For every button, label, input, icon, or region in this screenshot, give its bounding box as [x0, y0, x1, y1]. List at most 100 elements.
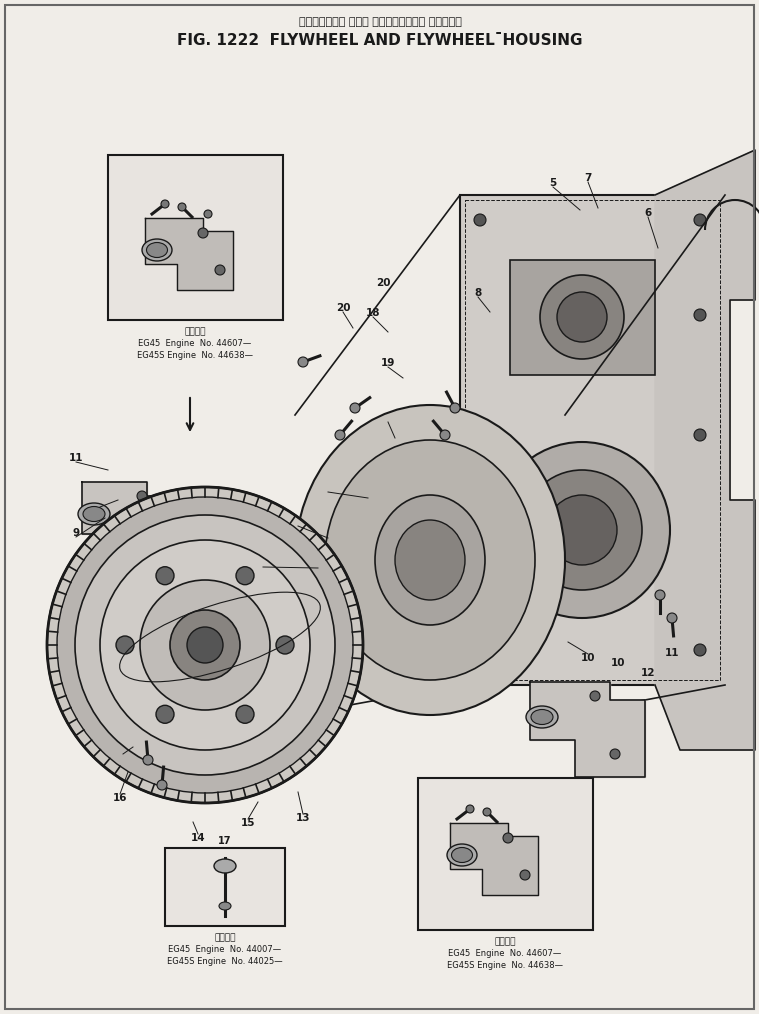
Polygon shape	[530, 682, 645, 777]
Text: EG45  Engine  No. 44607—: EG45 Engine No. 44607—	[449, 949, 562, 958]
Circle shape	[494, 442, 670, 618]
Ellipse shape	[78, 503, 110, 525]
Text: EG45S Engine  No. 44638—: EG45S Engine No. 44638—	[447, 960, 563, 969]
Circle shape	[474, 214, 486, 226]
Circle shape	[100, 540, 310, 750]
Circle shape	[204, 210, 212, 218]
Bar	[465, 200, 720, 680]
Circle shape	[522, 470, 642, 590]
Ellipse shape	[219, 902, 231, 910]
Circle shape	[694, 214, 706, 226]
Text: 7: 7	[584, 173, 592, 183]
Circle shape	[57, 497, 353, 793]
Polygon shape	[450, 823, 538, 895]
Ellipse shape	[395, 520, 465, 600]
Text: 20: 20	[376, 278, 390, 288]
Text: 17: 17	[219, 836, 231, 846]
Text: 適用年式: 適用年式	[184, 328, 206, 337]
Circle shape	[440, 430, 450, 440]
Ellipse shape	[146, 242, 168, 258]
Circle shape	[547, 495, 617, 565]
Text: 12: 12	[93, 498, 107, 508]
Ellipse shape	[295, 405, 565, 715]
Text: 8: 8	[474, 288, 482, 298]
Text: 12: 12	[189, 169, 203, 179]
Circle shape	[540, 275, 624, 359]
Circle shape	[156, 567, 174, 585]
Ellipse shape	[526, 706, 558, 728]
Circle shape	[236, 706, 254, 723]
Circle shape	[655, 590, 665, 600]
Circle shape	[161, 200, 169, 208]
Ellipse shape	[452, 848, 473, 863]
Text: 6: 6	[644, 208, 652, 218]
Circle shape	[694, 644, 706, 656]
Text: 17: 17	[115, 753, 131, 763]
Text: 11: 11	[665, 648, 679, 658]
Text: 4: 4	[294, 517, 301, 527]
Circle shape	[474, 644, 486, 656]
Circle shape	[667, 613, 677, 623]
Circle shape	[350, 403, 360, 413]
Circle shape	[483, 808, 491, 816]
Circle shape	[503, 832, 513, 843]
Circle shape	[298, 357, 308, 367]
Circle shape	[155, 532, 165, 542]
Circle shape	[140, 580, 270, 710]
Circle shape	[557, 292, 607, 342]
Ellipse shape	[375, 495, 485, 625]
Circle shape	[466, 805, 474, 813]
Ellipse shape	[531, 710, 553, 724]
Polygon shape	[145, 218, 233, 290]
Text: 12: 12	[483, 793, 496, 803]
Bar	[510, 260, 655, 375]
Text: EG45  Engine  No. 44607—: EG45 Engine No. 44607—	[138, 340, 252, 349]
Text: 18: 18	[366, 308, 380, 318]
Text: EG45S Engine  No. 44025—: EG45S Engine No. 44025—	[167, 956, 283, 965]
Text: 11: 11	[165, 163, 179, 173]
Text: 10: 10	[458, 787, 472, 797]
Text: 適用年式: 適用年式	[494, 938, 516, 946]
Text: FIG. 1222  FLYWHEEL AND FLYWHEEL¯HOUSING: FIG. 1222 FLYWHEEL AND FLYWHEEL¯HOUSING	[178, 32, 583, 48]
Circle shape	[590, 691, 600, 701]
Ellipse shape	[83, 507, 105, 521]
Circle shape	[520, 870, 530, 880]
Ellipse shape	[142, 239, 172, 261]
Bar	[418, 778, 593, 930]
Text: 3: 3	[260, 558, 266, 568]
Text: 9: 9	[72, 528, 80, 538]
Ellipse shape	[325, 440, 535, 680]
Polygon shape	[82, 482, 177, 564]
Circle shape	[236, 567, 254, 585]
Polygon shape	[655, 150, 755, 750]
Circle shape	[170, 610, 240, 680]
Text: 9: 9	[230, 167, 236, 177]
Circle shape	[335, 430, 345, 440]
Text: 15: 15	[241, 818, 255, 828]
Circle shape	[156, 706, 174, 723]
Circle shape	[47, 487, 363, 803]
Text: 16: 16	[113, 793, 128, 803]
Bar	[165, 848, 285, 926]
Circle shape	[75, 515, 335, 775]
Bar	[460, 195, 725, 685]
Circle shape	[450, 403, 460, 413]
Ellipse shape	[214, 859, 236, 873]
Circle shape	[198, 228, 208, 238]
Text: 19: 19	[381, 358, 395, 368]
Circle shape	[157, 780, 167, 790]
Text: 14: 14	[191, 832, 206, 843]
Bar	[108, 155, 283, 320]
Text: フライホイール および フライホイール゚ ハウジング: フライホイール および フライホイール゚ ハウジング	[298, 17, 461, 27]
Text: EG45S Engine  No. 44638—: EG45S Engine No. 44638—	[137, 351, 253, 360]
Circle shape	[178, 203, 186, 211]
Circle shape	[116, 636, 134, 654]
Text: 1: 1	[384, 413, 392, 423]
Ellipse shape	[447, 844, 477, 866]
Circle shape	[276, 636, 294, 654]
Text: 2: 2	[324, 483, 332, 493]
Text: EG45  Engine  No. 44007—: EG45 Engine No. 44007—	[168, 945, 282, 954]
Circle shape	[143, 755, 153, 765]
Text: 5: 5	[550, 178, 556, 188]
Circle shape	[215, 265, 225, 275]
